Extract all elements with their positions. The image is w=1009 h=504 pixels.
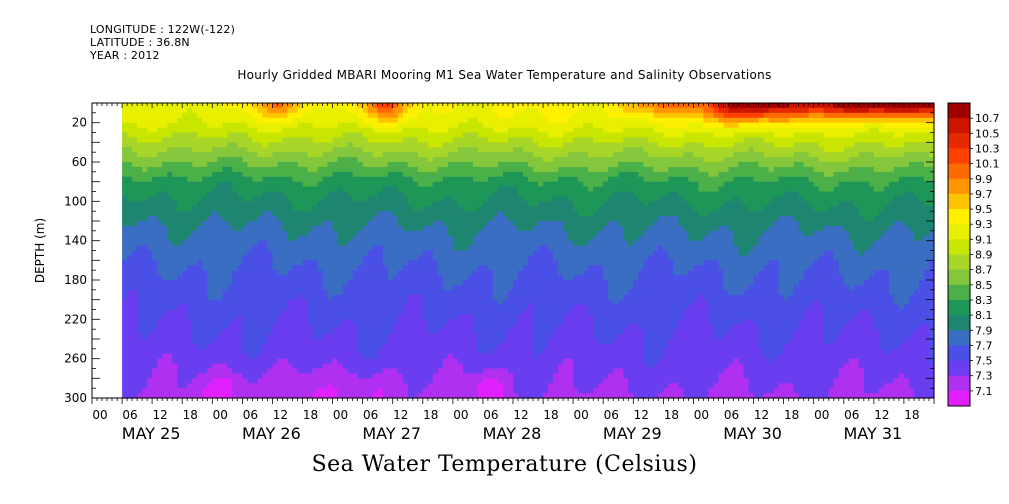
- colorbar-swatch: [948, 375, 970, 392]
- colorbar-label: 7.5: [975, 355, 993, 368]
- x-day-label: MAY 28: [483, 424, 542, 443]
- x-day-label: MAY 31: [843, 424, 902, 443]
- x-hour-tick-label: 00: [333, 408, 348, 422]
- colorbar: [947, 102, 971, 407]
- y-tick-label: 220: [64, 312, 87, 326]
- x-day-label: MAY 30: [723, 424, 782, 443]
- x-hour-tick-label: 18: [904, 408, 919, 422]
- x-hour-tick-label: 12: [153, 408, 168, 422]
- x-day-label: MAY 29: [603, 424, 662, 443]
- x-hour-tick-label: 00: [453, 408, 468, 422]
- temperature-field: [122, 103, 935, 399]
- longitude-label: LONGITUDE : 122W(-122): [90, 23, 236, 36]
- colorbar-swatch: [948, 209, 970, 225]
- colorbar-label: 8.3: [975, 294, 993, 307]
- colorbar-swatch: [948, 299, 970, 316]
- colorbar-label: 8.1: [975, 309, 993, 322]
- x-hour-tick-label: 18: [303, 408, 318, 422]
- colorbar-swatch: [948, 360, 970, 377]
- colorbar-label: 8.5: [975, 279, 993, 292]
- x-hour-tick-label: 06: [363, 408, 378, 422]
- colorbar-label: 9.7: [975, 188, 993, 201]
- colorbar-label: 8.7: [975, 264, 993, 277]
- colorbar-swatch: [948, 103, 970, 119]
- x-hour-tick-label: 12: [393, 408, 408, 422]
- x-hour-tick-label: 18: [784, 408, 799, 422]
- colorbar-swatch: [948, 254, 970, 271]
- colorbar-label: 9.5: [975, 203, 993, 216]
- x-day-label: MAY 25: [122, 424, 181, 443]
- x-hour-tick-label: 12: [273, 408, 288, 422]
- x-hour-tick-label: 00: [574, 408, 589, 422]
- colorbar-swatch: [948, 118, 970, 134]
- colorbar-label: 7.7: [975, 339, 993, 352]
- colorbar-swatch: [948, 224, 970, 240]
- x-hour-tick-label: 12: [513, 408, 528, 422]
- x-hour-tick-label: 06: [122, 408, 137, 422]
- x-hour-tick-label: 06: [844, 408, 859, 422]
- chart-title: Hourly Gridded MBARI Mooring M1 Sea Wate…: [237, 68, 772, 82]
- y-axis-label: DEPTH (m): [33, 218, 47, 283]
- year-label: YEAR : 2012: [90, 49, 160, 62]
- x-hour-tick-label: 00: [92, 408, 107, 422]
- y-tick-label: 260: [64, 352, 87, 366]
- x-hour-tick-label: 00: [694, 408, 709, 422]
- colorbar-swatch: [948, 163, 970, 180]
- colorbar-swatch: [948, 315, 970, 331]
- colorbar-label: 10.3: [975, 142, 1000, 155]
- x-hour-tick-label: 06: [724, 408, 739, 422]
- top-hour-ticks: [91, 103, 935, 108]
- colorbar-swatch: [948, 133, 970, 149]
- colorbar-label: 9.1: [975, 233, 993, 246]
- x-day-label: MAY 27: [362, 424, 421, 443]
- x-hour-tick-label: 18: [664, 408, 679, 422]
- colorbar-swatch: [948, 269, 970, 286]
- colorbar-label: 10.5: [975, 127, 1000, 140]
- colorbar-swatch: [948, 239, 970, 255]
- colorbar-swatch: [948, 193, 970, 210]
- colorbar-swatch: [948, 330, 970, 346]
- x-hour-tick-label: 00: [814, 408, 829, 422]
- colorbar-variable-title: Sea Water Temperature (Celsius): [311, 452, 698, 477]
- colorbar-label: 7.1: [975, 385, 993, 398]
- colorbar-swatch: [948, 148, 970, 164]
- x-hour-tick-label: 00: [213, 408, 228, 422]
- colorbar-swatch: [948, 178, 970, 195]
- x-hour-tick-label: 18: [183, 408, 198, 422]
- x-hour-tick-label: 18: [543, 408, 558, 422]
- colorbar-label: 9.9: [975, 173, 993, 186]
- colorbar-swatch: [948, 390, 970, 407]
- y-tick-label: 20: [72, 116, 87, 130]
- x-hour-tick-label: 12: [754, 408, 769, 422]
- x-hour-tick-label: 06: [604, 408, 619, 422]
- colorbar-label: 7.9: [975, 324, 993, 337]
- colorbar-label: 10.1: [975, 158, 1000, 171]
- colorbar-label: 9.3: [975, 218, 993, 231]
- x-hour-tick-label: 12: [874, 408, 889, 422]
- x-hour-tick-label: 12: [634, 408, 649, 422]
- colorbar-label: 10.7: [975, 112, 1000, 125]
- colorbar-swatch: [948, 284, 970, 301]
- y-tick-label: 140: [64, 234, 87, 248]
- y-tick-label: 180: [64, 273, 87, 287]
- x-hour-tick-label: 06: [243, 408, 258, 422]
- colorbar-swatch: [948, 345, 970, 361]
- y-axis-ticks: [92, 102, 934, 399]
- x-hour-tick-label: 18: [423, 408, 438, 422]
- bottom-hour-ticks: [91, 398, 935, 404]
- colorbar-label: 7.3: [975, 370, 993, 383]
- x-hour-tick-label: 06: [483, 408, 498, 422]
- latitude-label: LATITUDE : 36.8N: [90, 36, 190, 49]
- y-tick-label: 60: [72, 155, 87, 169]
- colorbar-label: 8.9: [975, 249, 993, 262]
- y-tick-label: 100: [64, 194, 87, 208]
- x-day-label: MAY 26: [242, 424, 301, 443]
- y-tick-label: 300: [64, 391, 87, 405]
